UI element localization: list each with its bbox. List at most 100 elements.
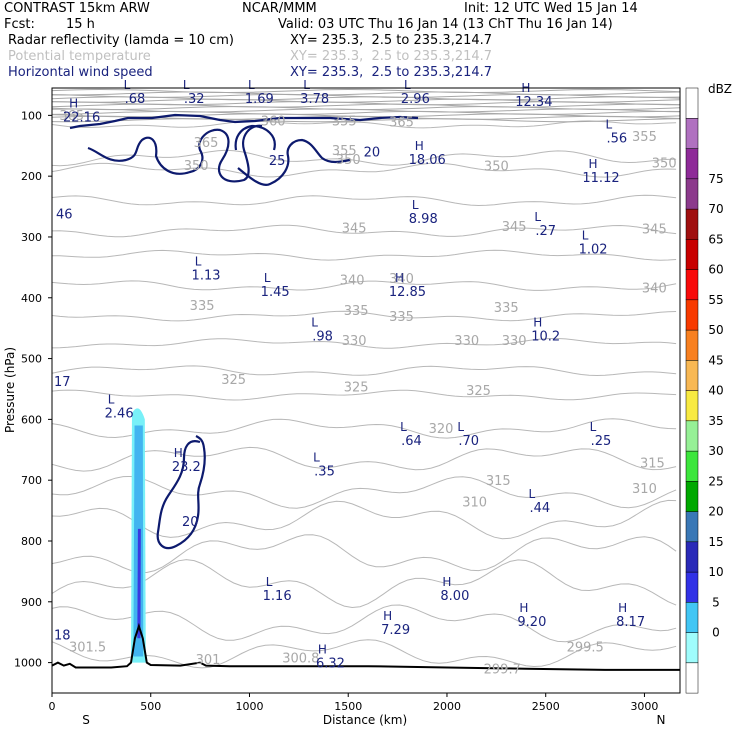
edge-value-label: 18 <box>54 628 71 643</box>
x-tick-label: 3000 <box>630 700 658 713</box>
colorbar-level-label: 45 <box>708 353 723 367</box>
theta-contour-label: 350 <box>484 160 509 175</box>
theta-contour-label: 335 <box>344 304 369 319</box>
extremum-value-label: 10.2 <box>531 329 560 344</box>
extremum-value-label: 1.02 <box>579 242 608 257</box>
colorbar-title: dBZ <box>708 82 732 96</box>
axes <box>48 114 645 697</box>
theta-contour-line <box>51 280 677 291</box>
colorbar-level-label: 5 <box>712 595 720 609</box>
wind-contour-line <box>234 124 276 151</box>
theta-contour-label: 355 <box>332 115 357 130</box>
low-marker: L <box>248 78 255 92</box>
colorbar: 0 5 10 15 20 25 30 35 40 45 50 55 60 65 70 75 <box>685 87 724 694</box>
field-reflectivity-name: Radar reflectivity (lamda = 10 cm) <box>8 33 234 48</box>
extremum-value-label: .32 <box>184 92 205 107</box>
colorbar-swatch <box>685 571 699 603</box>
extremum-value-label: .98 <box>312 329 333 344</box>
extremum-value-label: 6.32 <box>316 656 345 671</box>
extremum-value-label: 9.20 <box>517 615 546 630</box>
low-marker: L <box>457 420 464 434</box>
x-axis-label: Distance (km) <box>323 713 407 727</box>
colorbar-swatch <box>685 148 699 180</box>
high-marker: H <box>442 575 451 589</box>
colorbar-swatch <box>685 632 699 664</box>
edge-value-label: 46 <box>56 208 73 223</box>
extremum-value-label: .68 <box>125 92 146 107</box>
colorbar-swatch <box>685 178 699 210</box>
theta-contour-line <box>51 96 681 101</box>
extremum-value-label: 8.98 <box>409 212 438 227</box>
theta-contour-label: 340 <box>389 272 414 287</box>
colorbar-swatch <box>685 299 699 331</box>
x-tick-label: 500 <box>140 700 161 713</box>
high-marker: H <box>174 446 183 460</box>
wind-contour-line <box>156 435 206 550</box>
extremum-value-label: .35 <box>314 464 335 479</box>
low-marker: L <box>528 487 535 501</box>
theta-contour-label: 350 <box>336 153 361 168</box>
extremum-value-label: 11.12 <box>582 171 619 186</box>
theta-contour-line <box>51 365 677 377</box>
theta-contour-label: 330 <box>454 334 479 349</box>
theta-contour-label: 301 <box>196 653 221 668</box>
colorbar-swatch <box>685 602 699 633</box>
theta-contour-line <box>51 499 677 540</box>
high-marker: H <box>533 315 542 329</box>
colorbar-swatch <box>685 450 699 482</box>
y-tick-label: 900 <box>21 596 42 609</box>
theta-contour-label: 340 <box>642 281 667 296</box>
low-marker: L <box>124 78 131 92</box>
extremum-value-label: .70 <box>458 434 479 449</box>
theta-contour-line <box>51 110 681 115</box>
terrain-line <box>51 622 680 671</box>
y-tick-label: 200 <box>21 170 42 183</box>
field-theta-name: Potential temperature <box>8 49 151 64</box>
low-marker: L <box>590 420 597 434</box>
theta-contour-label: 355 <box>632 130 657 145</box>
colorbar-level-label: 30 <box>708 444 723 458</box>
colorbar-swatch <box>685 390 699 422</box>
low-marker: L <box>195 255 202 269</box>
theta-contour-label: 300.8 <box>282 652 319 667</box>
x-tick-label: 2500 <box>532 700 560 713</box>
field-wind-name: Horizontal wind speed <box>8 65 153 80</box>
colorbar-swatch <box>685 239 699 270</box>
y-tick-label: 800 <box>21 535 42 548</box>
theta-contour-label: 325 <box>221 373 246 388</box>
low-marker: L <box>183 78 190 92</box>
extremum-value-label: 1.69 <box>245 92 274 107</box>
extremum-value-label: 22.16 <box>63 110 100 125</box>
theta-contour-label: 301.5 <box>69 641 106 656</box>
theta-contour-line <box>51 194 677 207</box>
theta-contour-line <box>51 446 677 472</box>
field-theta-xy: XY= 235.3, 2.5 to 235.3,214.7 <box>290 49 493 64</box>
theta-contour-label: 360 <box>261 115 286 130</box>
valid-time: Valid: 03 UTC Thu 16 Jan 14 (13 ChT Thu … <box>278 17 613 32</box>
theta-contour-line <box>51 91 681 96</box>
extremum-value-label: 3.78 <box>300 92 329 107</box>
extremum-value-label: 7.29 <box>381 623 410 638</box>
extremum-value-label: 12.34 <box>515 95 552 110</box>
theta-contour-label: 365 <box>59 109 84 124</box>
colorbar-swatch <box>685 118 699 149</box>
low-marker: L <box>400 420 407 434</box>
colorbar-swatch <box>685 541 699 573</box>
extremum-value-label: 1.13 <box>192 269 221 284</box>
extremum-value-label: 2.96 <box>401 92 430 107</box>
init-time: Init: 12 UTC Wed 15 Jan 14 <box>464 1 638 16</box>
colorbar-level-label: 0 <box>712 626 720 640</box>
theta-contour-label: 355 <box>332 144 357 159</box>
theta-contour-line <box>51 418 677 439</box>
theta-contour-line <box>51 338 677 349</box>
wind-contour-label: 20 <box>364 146 381 161</box>
theta-contour-line <box>51 559 677 609</box>
theta-contour-label: 335 <box>389 310 414 325</box>
high-marker: H <box>618 601 627 615</box>
theta-contour-label: 345 <box>642 222 667 237</box>
colorbar-swatch <box>685 269 699 301</box>
y-axis-label: Pressure (hPa) <box>3 347 17 433</box>
y-tick-label: 300 <box>21 231 42 244</box>
theta-contours <box>51 88 681 669</box>
